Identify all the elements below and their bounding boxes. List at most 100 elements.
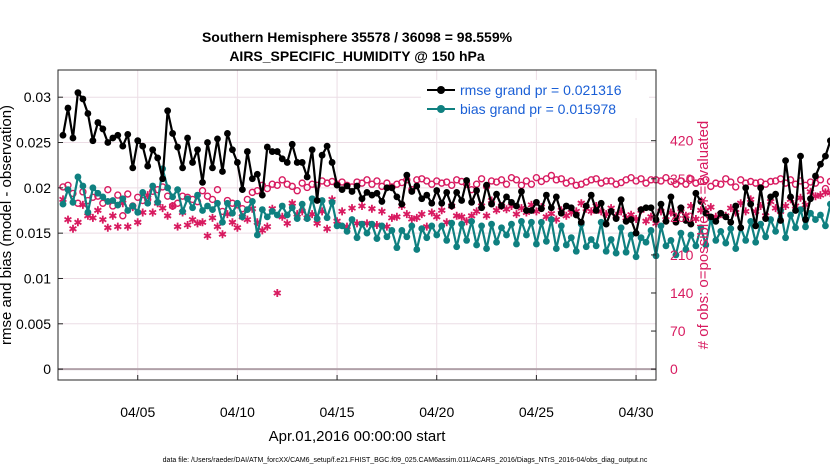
bias-point <box>662 242 670 250</box>
rmse-point <box>209 164 216 172</box>
rmse-point <box>283 159 291 166</box>
rmse-point <box>114 131 122 139</box>
bias-point <box>787 211 794 219</box>
rmse-point <box>732 202 740 210</box>
rmse-point <box>59 131 67 139</box>
obs-evaluated-marker <box>103 223 112 232</box>
obs-possible-marker <box>428 180 436 188</box>
bias-point <box>204 202 211 210</box>
obs-possible-marker <box>313 181 321 189</box>
obs-evaluated-marker <box>98 215 107 224</box>
obs-possible-marker <box>557 175 566 183</box>
x-tick-label: 04/25 <box>519 404 554 420</box>
bias-point <box>498 224 505 232</box>
obs-possible-marker <box>438 179 446 187</box>
obs-possible-marker <box>662 173 670 182</box>
bias-point <box>378 222 386 230</box>
obs-possible-marker <box>288 182 296 191</box>
bias-point <box>179 208 186 215</box>
bias-point <box>398 227 406 234</box>
bias-point <box>483 245 490 252</box>
obs-evaluated-marker <box>113 222 122 231</box>
obs-possible-marker <box>338 178 346 186</box>
rmse-point <box>398 200 406 208</box>
obs-evaluated-marker <box>457 212 466 221</box>
bias-point <box>189 204 196 212</box>
obs-possible-marker <box>647 176 655 184</box>
obs-possible-marker <box>732 183 740 191</box>
y-tick-label: 0.005 <box>16 316 51 332</box>
obs-evaluated-marker <box>168 202 177 210</box>
obs-evaluated-marker <box>133 218 142 227</box>
obs-possible-marker <box>627 173 635 182</box>
footer-data-file: data file: /Users/raeder/DAI/ATM_forcXX/… <box>163 457 648 464</box>
obs-evaluated-marker <box>93 206 102 215</box>
bias-point <box>383 233 391 241</box>
obs-evaluated-marker <box>123 222 132 231</box>
rmse-point <box>582 202 590 210</box>
rmse-point <box>408 188 416 195</box>
bias-point <box>338 222 346 230</box>
rmse-point <box>597 199 605 207</box>
rmse-point <box>742 184 750 192</box>
rmse-point <box>204 139 211 146</box>
rmse-point <box>782 157 789 165</box>
obs-possible-marker <box>737 176 745 184</box>
bias-point <box>523 231 530 239</box>
y-axis-label: rmse and bias (model - observation) <box>0 105 15 345</box>
bias-point <box>288 204 296 212</box>
rmse-point <box>253 170 261 178</box>
rmse-point <box>443 188 451 196</box>
rmse-point <box>69 134 77 142</box>
rmse-point <box>592 207 600 214</box>
bias-point <box>697 224 705 232</box>
obs-possible-marker <box>373 177 381 185</box>
rmse-point <box>104 139 112 146</box>
obs-evaluated-marker <box>228 218 237 227</box>
y-tick-label: 0 <box>43 361 51 377</box>
bias-point <box>747 217 755 225</box>
rmse-point <box>194 146 201 154</box>
obs-evaluated-marker <box>472 207 481 216</box>
rmse-point <box>263 143 271 151</box>
bias-point <box>682 246 690 253</box>
rmse-point <box>508 198 515 206</box>
bias-point <box>513 240 520 248</box>
bias-point <box>762 233 770 241</box>
rmse-point <box>692 189 700 197</box>
rmse-point <box>74 89 82 97</box>
rmse-point <box>493 190 500 198</box>
bias-point <box>149 182 157 190</box>
obs-evaluated-marker <box>213 222 222 231</box>
bias-point <box>642 238 650 246</box>
rmse-point <box>542 191 550 199</box>
x-tick-label: 04/05 <box>120 404 155 420</box>
y2-tick-label: 70 <box>670 323 686 339</box>
bias-point <box>253 231 261 239</box>
bias-point <box>263 213 271 221</box>
bias-point <box>742 237 750 244</box>
bias-point <box>164 184 172 192</box>
rmse-point <box>817 160 824 168</box>
bias-point <box>478 222 485 230</box>
bias-point <box>632 253 640 261</box>
obs-evaluated-marker <box>88 213 97 222</box>
rmse-point <box>483 181 490 189</box>
rmse-point <box>757 184 765 192</box>
rmse-point <box>79 95 87 103</box>
rmse-point <box>807 195 814 203</box>
bias-point <box>258 206 266 213</box>
bias-point <box>547 216 555 223</box>
rmse-point <box>537 205 545 213</box>
y2-tick-label: 350 <box>670 171 694 187</box>
bias-point <box>353 234 361 242</box>
y-tick-label: 0.025 <box>16 135 51 151</box>
obs-possible-marker <box>447 181 456 189</box>
y-tick-label: 0.015 <box>16 225 51 241</box>
obs-evaluated-marker <box>148 208 157 217</box>
bias-point <box>358 220 366 228</box>
rmse-point <box>433 187 441 194</box>
bias-point <box>552 245 560 252</box>
obs-evaluated-marker <box>233 223 242 232</box>
rmse-point <box>572 211 580 219</box>
